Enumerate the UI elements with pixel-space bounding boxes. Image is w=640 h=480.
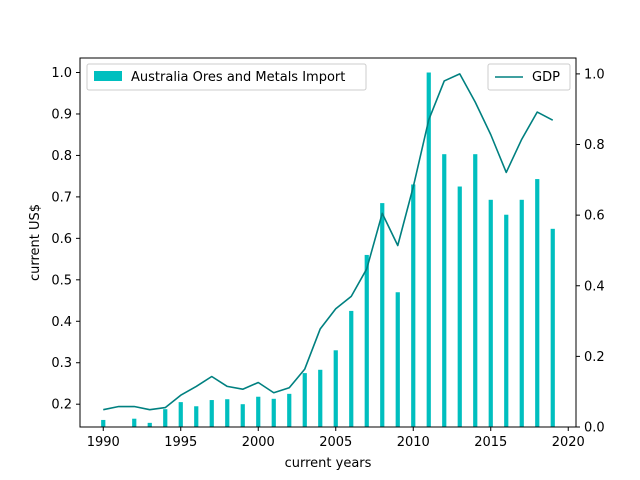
legend-label-bars: Australia Ores and Metals Import xyxy=(131,70,345,85)
bar-2013 xyxy=(457,186,462,427)
legend-swatch-bars xyxy=(94,71,122,81)
bar-2002 xyxy=(287,393,292,427)
bar-1993 xyxy=(147,422,152,427)
plot-frame xyxy=(79,57,577,428)
left-y-tick-label: 0.3 xyxy=(51,356,72,371)
left-y-tick-label: 0.7 xyxy=(51,190,72,205)
bar-1992 xyxy=(132,418,137,427)
bar-2007 xyxy=(364,254,369,427)
left-y-tick-label: 0.5 xyxy=(51,273,72,288)
left-y-tick-label: 0.8 xyxy=(51,149,72,164)
right-y-tick-label: 0.4 xyxy=(584,279,605,294)
legend-line: GDP xyxy=(487,63,571,91)
line-gdp xyxy=(103,73,554,411)
bar-1990 xyxy=(101,419,106,427)
bar-1999 xyxy=(240,404,245,427)
right-y-tick-label: 0.2 xyxy=(584,350,605,365)
line-layer xyxy=(103,73,554,411)
bar-2009 xyxy=(395,292,400,427)
bar-2018 xyxy=(535,179,540,427)
bar-2014 xyxy=(473,154,478,427)
x-tick-label: 1990 xyxy=(87,435,120,450)
bar-2001 xyxy=(271,398,276,427)
x-tick-label: 2005 xyxy=(319,435,352,450)
legend-bars: Australia Ores and Metals Import xyxy=(86,63,367,91)
bar-1996 xyxy=(194,406,199,427)
x-tick-label: 1995 xyxy=(164,435,197,450)
right-y-tick-label: 0.6 xyxy=(584,209,605,224)
bars-layer xyxy=(101,72,555,428)
right-y-tick-label: 0.0 xyxy=(584,421,605,436)
left-y-tick-label: 0.4 xyxy=(51,315,72,330)
left-y-axis-ticks: 0.2 0.3 0.4 0.5 0.6 0.7 0.8 0.9 1.0 xyxy=(51,66,80,413)
x-axis-label: current years xyxy=(285,456,372,471)
bar-2010 xyxy=(411,184,416,427)
x-tick-label: 2015 xyxy=(474,435,507,450)
left-y-tick-label: 0.9 xyxy=(51,107,72,122)
bar-2006 xyxy=(349,310,354,427)
x-axis-ticks: 1990 1995 2000 2005 2010 2015 2020 xyxy=(87,427,585,450)
left-y-tick-label: 0.6 xyxy=(51,232,72,247)
bar-1997 xyxy=(209,400,214,427)
left-y-tick-label: 0.2 xyxy=(51,398,72,413)
legend-box xyxy=(487,63,571,91)
bar-2019 xyxy=(550,228,555,427)
right-y-axis-ticks: 0.0 0.2 0.4 0.6 0.8 1.0 xyxy=(576,67,605,436)
bar-1995 xyxy=(178,402,183,427)
legend-label-line: GDP xyxy=(532,70,560,85)
bar-2011 xyxy=(426,72,431,428)
left-y-tick-label: 1.0 xyxy=(51,66,72,81)
bar-1994 xyxy=(163,409,168,427)
right-y-tick-label: 0.8 xyxy=(584,138,605,153)
x-tick-label: 2010 xyxy=(397,435,430,450)
bar-2005 xyxy=(333,350,338,427)
bar-2000 xyxy=(256,396,261,427)
x-tick-label: 2000 xyxy=(242,435,275,450)
bar-2004 xyxy=(318,369,323,427)
legend-box xyxy=(86,63,367,91)
x-tick-label: 2020 xyxy=(552,435,585,450)
bar-1998 xyxy=(225,399,230,427)
bar-2008 xyxy=(380,203,385,427)
bar-2016 xyxy=(504,214,509,427)
bar-2012 xyxy=(442,154,447,427)
y-axis-label: current US$ xyxy=(28,204,43,281)
bar-2003 xyxy=(302,373,307,427)
bar-2015 xyxy=(488,199,493,427)
right-y-tick-label: 1.0 xyxy=(584,67,605,82)
bar-2017 xyxy=(519,199,524,427)
